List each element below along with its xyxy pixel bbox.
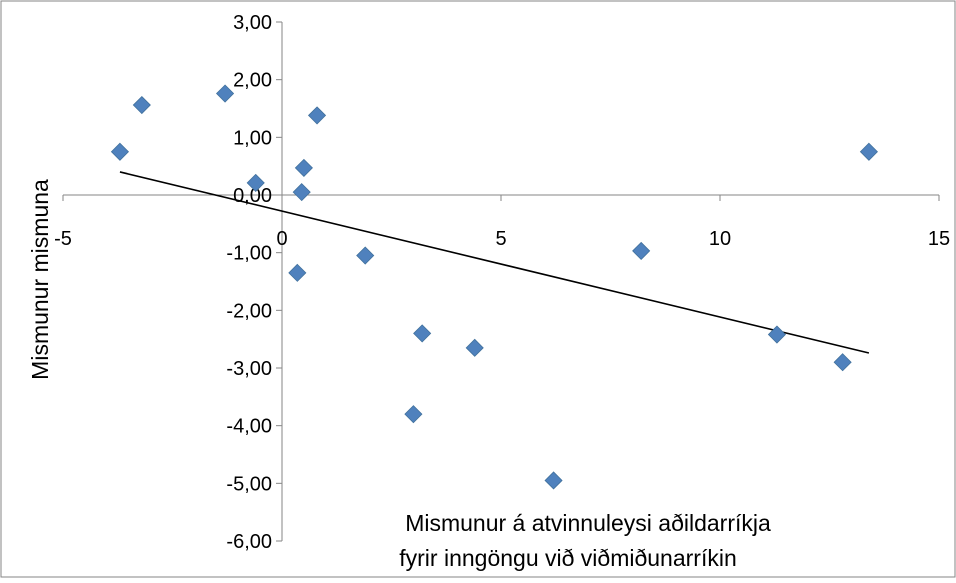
data-point: [859, 142, 878, 161]
data-point: [294, 158, 313, 177]
data-points: [110, 84, 878, 490]
y-tick-label: 3,00: [233, 12, 272, 34]
data-point: [413, 324, 432, 343]
y-axis-title: Mismunur mismuna: [27, 179, 53, 380]
trendline: [119, 171, 870, 354]
data-point: [288, 263, 307, 282]
y-tick-label: -3,00: [226, 358, 272, 380]
data-point: [215, 84, 235, 103]
x-tick-label: 15: [928, 228, 950, 250]
data-point: [132, 95, 151, 115]
data-point: [465, 338, 484, 357]
x-axis-title-line-1: Mismunur á atvinnuleysi aðildarríkja: [405, 510, 771, 536]
x-tick-label: 0: [276, 228, 287, 250]
data-point: [246, 173, 265, 192]
y-tick-label: -5,00: [226, 473, 272, 495]
x-axis-title-line-2: fyrir inngöngu við viðmiðunarríkin: [399, 545, 737, 571]
y-tick-label: -2,00: [226, 300, 272, 322]
data-point: [632, 241, 651, 261]
data-point: [833, 353, 852, 372]
y-tick-label: -4,00: [226, 416, 272, 438]
x-tick-label: 5: [495, 228, 506, 250]
data-point: [767, 325, 787, 344]
y-tick-label: 2,00: [233, 70, 272, 92]
data-point: [110, 142, 130, 161]
data-point: [544, 471, 563, 490]
x-tick-label: 10: [709, 228, 731, 250]
y-tick-label: -6,00: [226, 531, 272, 553]
data-point: [292, 183, 311, 202]
y-tick-label: -1,00: [226, 243, 272, 265]
x-tick-label: -5: [54, 228, 72, 250]
axes: [62, 21, 940, 542]
data-point: [307, 106, 327, 125]
data-point: [356, 246, 375, 265]
data-point: [404, 405, 423, 424]
y-tick-label: 1,00: [233, 127, 272, 149]
